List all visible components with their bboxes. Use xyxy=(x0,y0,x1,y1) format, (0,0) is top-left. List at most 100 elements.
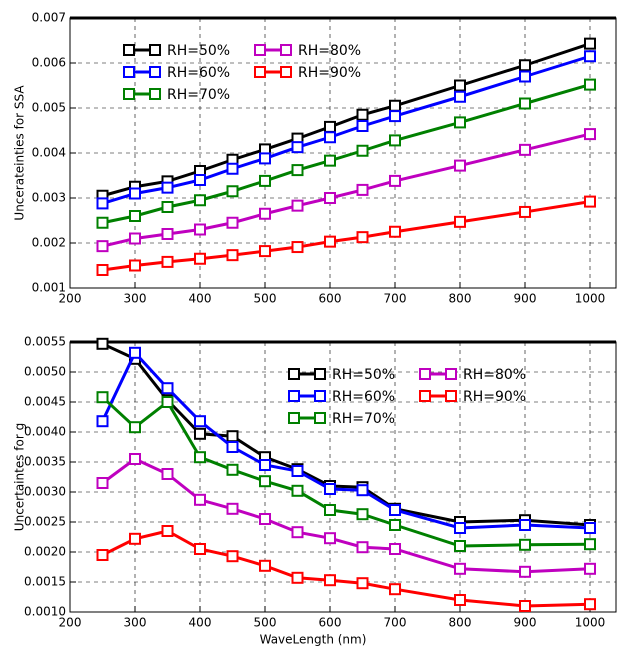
marker xyxy=(259,513,271,525)
y-tick-label: 0.0010 xyxy=(24,605,66,619)
marker xyxy=(96,264,109,276)
legend: RH=50% RH=60% RH=70% RH=80% RH=90% xyxy=(288,367,526,427)
legend-label: RH=70% xyxy=(167,87,230,103)
marker xyxy=(389,174,401,187)
marker xyxy=(96,549,109,561)
marker xyxy=(584,78,596,91)
y-tick-label: 0.0030 xyxy=(24,485,66,499)
y-tick-label: 0.0055 xyxy=(24,335,66,349)
marker xyxy=(356,541,369,554)
marker xyxy=(356,231,369,244)
marker xyxy=(454,79,466,92)
legend-label: RH=60% xyxy=(167,65,230,81)
legend-marker xyxy=(445,368,457,380)
legend: RH=50% RH=60% RH=70% RH=80% RH=90% xyxy=(123,43,361,103)
marker xyxy=(519,70,531,83)
line xyxy=(102,132,591,248)
marker xyxy=(96,415,109,428)
marker xyxy=(96,216,109,229)
line xyxy=(102,200,591,272)
marker xyxy=(96,391,109,404)
marker xyxy=(129,210,141,222)
marker xyxy=(389,519,401,531)
marker xyxy=(454,522,466,534)
marker xyxy=(519,519,531,531)
legend-marker xyxy=(280,66,292,78)
x-tick-label: 200 xyxy=(59,292,82,306)
marker xyxy=(226,502,239,515)
marker xyxy=(356,508,369,521)
marker xyxy=(291,571,304,584)
legend-marker xyxy=(288,368,300,380)
legend-marker xyxy=(445,390,457,402)
legend-label: RH=90% xyxy=(298,65,361,81)
marker xyxy=(584,37,596,50)
marker xyxy=(291,141,304,154)
marker xyxy=(291,484,304,497)
legend-label: RH=60% xyxy=(332,389,395,405)
marker xyxy=(129,187,141,200)
y-tick-label: 0.0015 xyxy=(24,575,66,589)
line xyxy=(102,83,591,225)
legend-marker xyxy=(149,66,161,78)
x-tick-label: 900 xyxy=(514,616,537,630)
marker xyxy=(226,441,239,453)
marker xyxy=(324,131,336,144)
marker xyxy=(226,463,239,476)
legend-marker xyxy=(288,390,300,402)
legend-marker xyxy=(149,88,161,100)
marker xyxy=(96,240,109,253)
x-tick-label: 1000 xyxy=(575,292,606,306)
y-tick-label: 0.006 xyxy=(32,56,66,70)
marker xyxy=(454,90,466,103)
legend-label: RH=50% xyxy=(167,43,230,59)
marker xyxy=(584,538,596,551)
marker xyxy=(129,532,141,545)
marker xyxy=(291,199,304,212)
legend-marker xyxy=(123,66,135,78)
x-tick-label: 800 xyxy=(449,292,472,306)
y-tick-label: 0.0020 xyxy=(24,545,66,559)
marker xyxy=(454,562,466,575)
marker xyxy=(194,493,206,506)
line xyxy=(101,457,591,574)
marker xyxy=(519,97,531,110)
marker xyxy=(161,525,174,537)
marker xyxy=(129,346,141,359)
marker xyxy=(226,162,239,175)
marker xyxy=(161,201,174,213)
marker xyxy=(454,540,466,552)
marker xyxy=(259,174,271,187)
marker xyxy=(259,245,271,258)
legend-marker xyxy=(314,412,326,424)
y-tick-label: 0.0025 xyxy=(24,515,66,529)
marker xyxy=(584,128,596,141)
x-tick-label: 800 xyxy=(449,616,472,630)
x-tick-label: 1000 xyxy=(575,616,606,630)
marker xyxy=(161,181,174,194)
x-tick-label: 300 xyxy=(124,616,147,630)
marker xyxy=(161,382,174,395)
marker xyxy=(324,235,336,248)
marker xyxy=(356,183,369,196)
x-tick-label: 600 xyxy=(319,292,342,306)
y-tick-label: 0.0035 xyxy=(24,455,66,469)
marker xyxy=(519,538,531,551)
marker xyxy=(259,459,271,471)
marker xyxy=(194,427,206,440)
legend-label: RH=80% xyxy=(298,43,361,59)
y-tick-label: 0.0040 xyxy=(24,425,66,439)
marker xyxy=(194,174,206,186)
y-axis-label: Uncerateinties for SSA xyxy=(13,85,27,221)
marker xyxy=(194,194,206,207)
marker xyxy=(519,205,531,218)
marker xyxy=(356,144,369,157)
legend-marker xyxy=(254,66,266,78)
marker xyxy=(324,504,336,516)
y-tick-label: 0.001 xyxy=(32,281,66,295)
marker xyxy=(389,110,401,123)
marker xyxy=(389,99,401,112)
y-tick-label: 0.0050 xyxy=(24,365,66,379)
marker xyxy=(194,252,206,265)
